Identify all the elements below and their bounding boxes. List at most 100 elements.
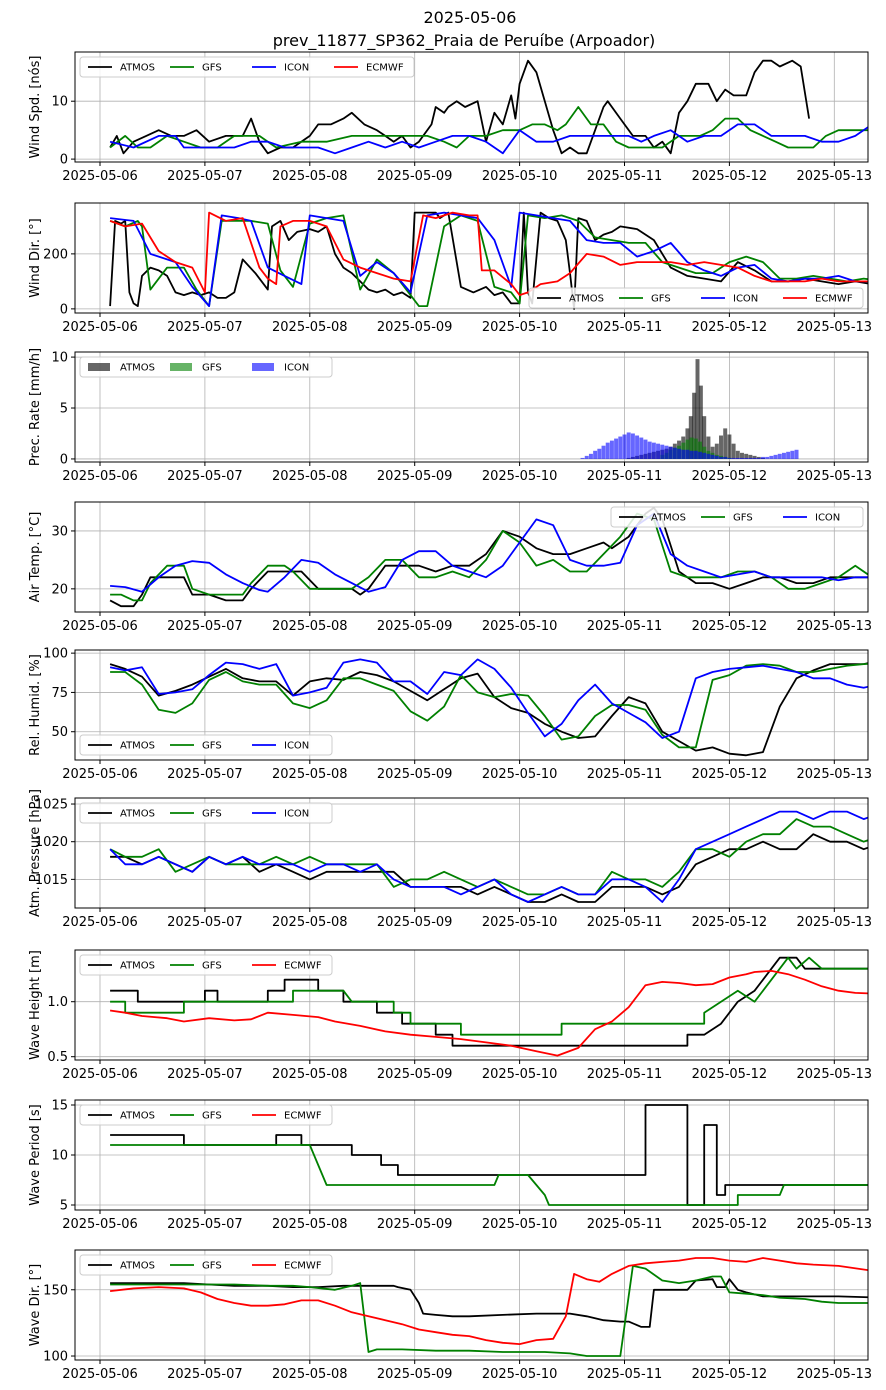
panels-container: 2025-05-06 2025-05-07 2025-05-08 2025-05-09… bbox=[28, 51, 873, 1382]
legend-box bbox=[79, 954, 333, 976]
legend-label-atmos: ATMOS bbox=[120, 363, 155, 374]
precip-bar-icon bbox=[740, 457, 744, 459]
x-tick-label: 2025-05-12 bbox=[692, 469, 768, 484]
precip-bar-icon bbox=[588, 453, 593, 459]
chart-panel: 2025-05-06 2025-05-07 2025-05-08 2025-05-09… bbox=[28, 348, 872, 484]
x-tick-label: 2025-05-13 bbox=[797, 619, 873, 634]
legend-label-icon: ICON bbox=[284, 741, 309, 752]
x-tick-label: 2025-05-06 bbox=[62, 320, 138, 335]
x-tick-label: 2025-05-11 bbox=[587, 767, 663, 782]
precip-bar-icon bbox=[744, 457, 749, 459]
x-tick-label: 2025-05-11 bbox=[587, 1217, 663, 1232]
x-tick-label: 2025-05-10 bbox=[482, 169, 558, 184]
x-tick-label: 2025-05-06 bbox=[62, 469, 138, 484]
x-tick-label: 2025-05-07 bbox=[167, 1217, 243, 1232]
series-line-icon bbox=[109, 123, 868, 155]
y-axis-label: Prec. Rate [mm/h] bbox=[28, 348, 43, 466]
y-axis-label: Rel. Humid. [%] bbox=[28, 654, 43, 756]
precip-bar-icon bbox=[630, 433, 635, 459]
y-tick-label: 0 bbox=[60, 302, 68, 317]
precip-bar-icon bbox=[777, 453, 782, 459]
plot-area bbox=[109, 810, 868, 903]
figure-title-date: 2025-05-06 bbox=[424, 8, 517, 27]
legend: ATMOS GFS ECMWF bbox=[79, 1104, 333, 1126]
y-tick-label: 1015 bbox=[35, 873, 68, 888]
x-tick-label: 2025-05-09 bbox=[377, 915, 453, 930]
precip-bar-icon bbox=[790, 450, 795, 459]
legend-label-atmos: ATMOS bbox=[120, 961, 155, 972]
legend: ATMOS GFS ICON ECMWF bbox=[528, 287, 864, 309]
precip-bar-icon bbox=[748, 457, 753, 459]
y-tick-label: 10 bbox=[51, 351, 68, 366]
precip-bar-icon bbox=[656, 443, 661, 459]
legend: ATMOS GFS ICON bbox=[79, 356, 333, 378]
legend-box bbox=[79, 56, 415, 78]
precip-bar-icon bbox=[769, 455, 774, 459]
y-tick-label: 30 bbox=[51, 524, 68, 539]
precip-bar-atmos bbox=[744, 453, 749, 459]
precip-bar-icon bbox=[651, 442, 656, 459]
plot-area bbox=[109, 211, 868, 310]
precip-bar-atmos bbox=[752, 455, 757, 459]
x-tick-label: 2025-05-06 bbox=[62, 1367, 138, 1382]
precip-bar-icon bbox=[760, 456, 765, 459]
plot-area bbox=[110, 1104, 868, 1206]
series-line-atmos bbox=[109, 211, 868, 310]
x-tick-label: 2025-05-10 bbox=[482, 915, 558, 930]
precip-bar-icon bbox=[584, 455, 589, 459]
chart-panel: 2025-05-06 2025-05-07 2025-05-08 2025-05-09… bbox=[28, 949, 872, 1082]
y-axis-label: Wave Period [s] bbox=[28, 1104, 43, 1205]
series-line-gfs bbox=[110, 956, 868, 1036]
y-tick-label: 5 bbox=[60, 402, 68, 417]
legend-swatch-icon bbox=[252, 363, 274, 371]
precip-bar-atmos bbox=[695, 359, 700, 459]
precip-bar-icon bbox=[609, 440, 614, 459]
chart-panel: 2025-05-06 2025-05-07 2025-05-08 2025-05-09… bbox=[28, 202, 872, 335]
precip-bar-icon bbox=[672, 447, 677, 459]
legend-label-atmos: ATMOS bbox=[120, 1261, 155, 1272]
precip-bar-icon bbox=[622, 434, 627, 459]
y-axis-label: Wave Dir. [°] bbox=[28, 1264, 43, 1347]
precip-bar-icon bbox=[626, 432, 631, 459]
x-tick-label: 2025-05-09 bbox=[377, 169, 453, 184]
x-tick-label: 2025-05-09 bbox=[377, 767, 453, 782]
y-tick-label: 20 bbox=[51, 582, 68, 597]
precip-bar-icon bbox=[597, 448, 602, 459]
axes-frame bbox=[74, 202, 869, 314]
axes-frame bbox=[74, 501, 869, 613]
series-line-atmos bbox=[110, 833, 868, 903]
plot-area bbox=[109, 658, 868, 757]
axes-frame bbox=[74, 51, 869, 163]
x-tick-label: 2025-05-11 bbox=[587, 320, 663, 335]
figure-title-station: prev_11877_SP362_Praia de Peruíbe (Arpoa… bbox=[273, 31, 656, 51]
legend-label-gfs: GFS bbox=[202, 809, 222, 820]
legend-label-icon: ICON bbox=[733, 294, 758, 305]
legend-label-ecmwf: ECMWF bbox=[284, 1111, 322, 1122]
x-tick-label: 2025-05-13 bbox=[797, 469, 873, 484]
x-tick-label: 2025-05-13 bbox=[797, 767, 873, 782]
plot-area bbox=[109, 956, 868, 1057]
legend-box bbox=[79, 356, 333, 378]
y-axis-label: Wave Height [m] bbox=[28, 950, 43, 1060]
x-tick-label: 2025-05-06 bbox=[62, 915, 138, 930]
y-tick-label: 0.5 bbox=[47, 1050, 68, 1065]
precip-bar-icon bbox=[723, 456, 728, 459]
x-tick-label: 2025-05-08 bbox=[272, 469, 348, 484]
y-tick-label: 100 bbox=[43, 1350, 68, 1365]
y-tick-label: 75 bbox=[51, 686, 68, 701]
precip-bar-icon bbox=[643, 439, 648, 459]
x-tick-label: 2025-05-07 bbox=[167, 915, 243, 930]
legend-label-atmos: ATMOS bbox=[120, 63, 155, 74]
precip-bar-atmos bbox=[748, 454, 753, 459]
legend-box bbox=[79, 802, 333, 824]
precip-bar-icon bbox=[677, 448, 682, 459]
x-tick-label: 2025-05-13 bbox=[797, 1217, 873, 1232]
legend-label-gfs: GFS bbox=[202, 1111, 222, 1122]
series-line-atmos bbox=[110, 1278, 868, 1328]
legend-label-atmos: ATMOS bbox=[651, 513, 686, 524]
x-tick-label: 2025-05-07 bbox=[167, 1367, 243, 1382]
precip-bar-icon bbox=[765, 456, 770, 459]
series-line-gfs bbox=[110, 662, 868, 749]
legend-swatch-atmos bbox=[88, 363, 110, 371]
x-tick-label: 2025-05-07 bbox=[167, 469, 243, 484]
